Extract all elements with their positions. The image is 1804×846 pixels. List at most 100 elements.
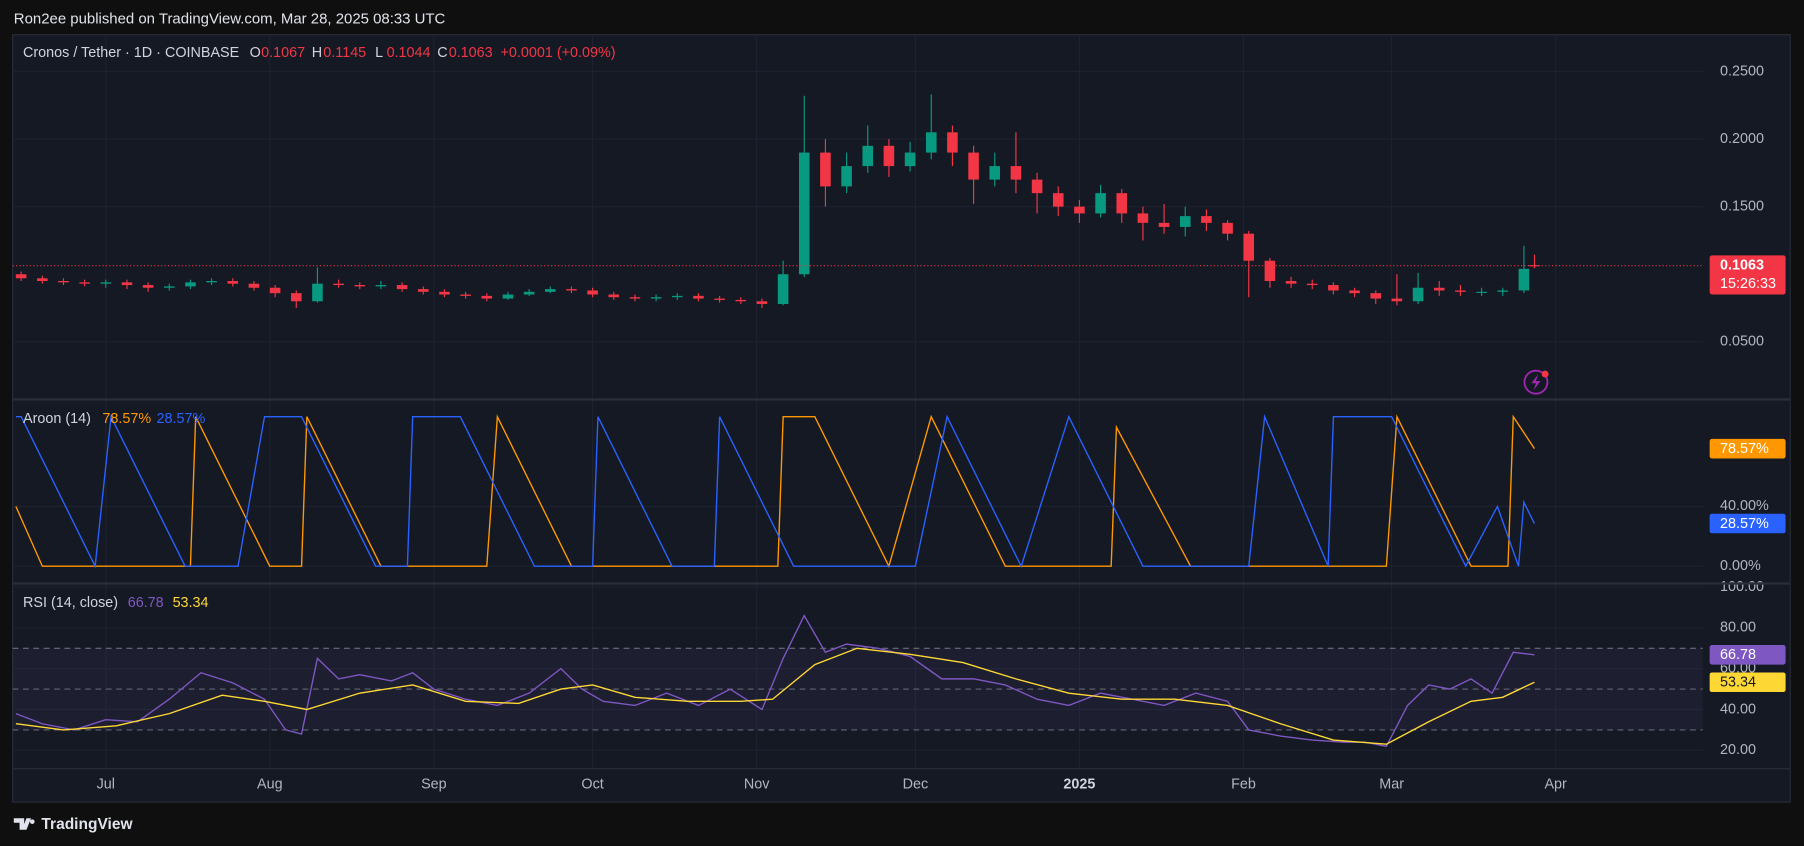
candle-body <box>290 293 302 302</box>
candle-body <box>1370 293 1382 299</box>
candle-body <box>185 282 196 287</box>
candle-body <box>587 290 598 295</box>
candle-body <box>523 291 535 295</box>
candle-body <box>1306 283 1318 286</box>
candle-body <box>1222 222 1233 234</box>
candle-body <box>735 299 747 302</box>
candle-body <box>1455 290 1466 292</box>
candle-body <box>354 285 366 287</box>
indicator-value: 66.78 <box>128 595 164 611</box>
candle-body <box>693 295 704 299</box>
x-tick-label: Oct <box>581 777 603 793</box>
alert-icon[interactable] <box>1523 369 1549 395</box>
candle-body <box>1031 179 1043 194</box>
candle-body <box>312 283 323 302</box>
candle-body <box>862 145 874 167</box>
x-tick-label: 2025 <box>1063 777 1095 793</box>
indicator-value: 78.57% <box>102 411 151 427</box>
candle-body <box>460 294 471 296</box>
y-tick-label: 100.00 <box>1720 579 1764 595</box>
candle-body <box>629 297 641 299</box>
candle-body <box>820 152 831 187</box>
overlay-layer: 0.0500 0.1500 0.2000 0.2500 0.1063 15:26:33 0.… <box>97 63 1786 793</box>
indicator-value: 28.57% <box>156 411 205 427</box>
candle-body <box>163 286 175 288</box>
badge-label: 78.57% <box>1720 441 1769 457</box>
candle-body <box>1476 291 1487 293</box>
x-tick-label: Aug <box>257 777 283 793</box>
indicator-value: 53.34 <box>173 595 209 611</box>
price-badge <box>1709 255 1786 295</box>
indicator-title: Aroon (14) <box>23 411 91 427</box>
indicator-title: RSI (14, close) <box>23 595 118 611</box>
x-tick-label: Nov <box>744 777 770 793</box>
candle-body <box>1529 265 1540 267</box>
price-badge <box>1709 672 1786 693</box>
candle-body <box>756 301 768 304</box>
candle-body <box>714 298 725 300</box>
candle-body <box>206 280 217 283</box>
y-tick-label: 80.00 <box>1720 620 1756 636</box>
candle-body <box>1116 193 1128 214</box>
candle-body <box>1391 298 1403 302</box>
candle-body <box>417 289 429 292</box>
price-badge <box>1709 513 1786 534</box>
candle-body <box>947 132 958 153</box>
candle-body <box>671 295 683 298</box>
candle-body <box>1497 290 1509 292</box>
candle-body <box>544 289 556 292</box>
indicator-line <box>15 647 1535 745</box>
candle-body <box>79 282 90 284</box>
candle-body <box>608 294 620 298</box>
candle-body <box>439 291 450 295</box>
candle-body <box>58 280 69 283</box>
footer-brand: TradingView <box>41 816 133 833</box>
ohlc-value: 0.1067 <box>261 45 305 61</box>
candle-body <box>15 274 27 279</box>
marks-layer <box>12 94 1703 748</box>
candle-body <box>502 294 514 299</box>
y-tick-label: 0.2000 <box>1720 131 1764 147</box>
candle-body <box>1433 287 1445 291</box>
indicator-line <box>15 614 1535 748</box>
x-tick-label: Apr <box>1544 777 1567 793</box>
x-tick-label: Sep <box>421 777 447 793</box>
candle-body <box>100 282 112 284</box>
candle-body <box>1052 193 1064 207</box>
candle-body <box>1179 216 1191 227</box>
x-tick-label: Jul <box>97 777 115 793</box>
badge-label: 0.1063 <box>1720 258 1764 274</box>
badge-label: 28.57% <box>1720 516 1769 532</box>
candle-body <box>1328 285 1339 291</box>
candle-body <box>1095 193 1106 214</box>
ohlc-label: C <box>437 45 447 61</box>
candle-body <box>798 152 810 275</box>
price-badge <box>1709 438 1786 459</box>
candle-body <box>777 274 789 304</box>
indicator-line <box>15 414 1536 569</box>
candle-body <box>1201 216 1212 223</box>
y-tick-label: 0.2500 <box>1720 63 1764 79</box>
candle-body <box>1349 290 1360 294</box>
candle-body <box>989 166 1001 180</box>
chart-area <box>12 34 1791 803</box>
x-tick-label: Dec <box>903 777 929 793</box>
ohlc-label: O <box>250 45 261 61</box>
candle-body <box>1412 287 1424 302</box>
candle-body <box>968 152 979 180</box>
candle-body <box>1074 206 1085 214</box>
candle-body <box>925 132 937 153</box>
y-tick-label: 0.1500 <box>1720 198 1764 214</box>
candle-body <box>481 295 493 299</box>
candle-body <box>375 285 387 287</box>
y-tick-label: 0.0500 <box>1720 334 1764 350</box>
candle-body <box>269 287 281 294</box>
x-tick-label: Mar <box>1379 777 1404 793</box>
price-badge <box>1709 645 1786 665</box>
x-tick-label: Feb <box>1231 777 1256 793</box>
badge-label: 66.78 <box>1720 647 1756 663</box>
countdown: 15:26:33 <box>1720 276 1776 292</box>
publish-info: Ron2ee published on TradingView.com, Mar… <box>14 11 446 28</box>
